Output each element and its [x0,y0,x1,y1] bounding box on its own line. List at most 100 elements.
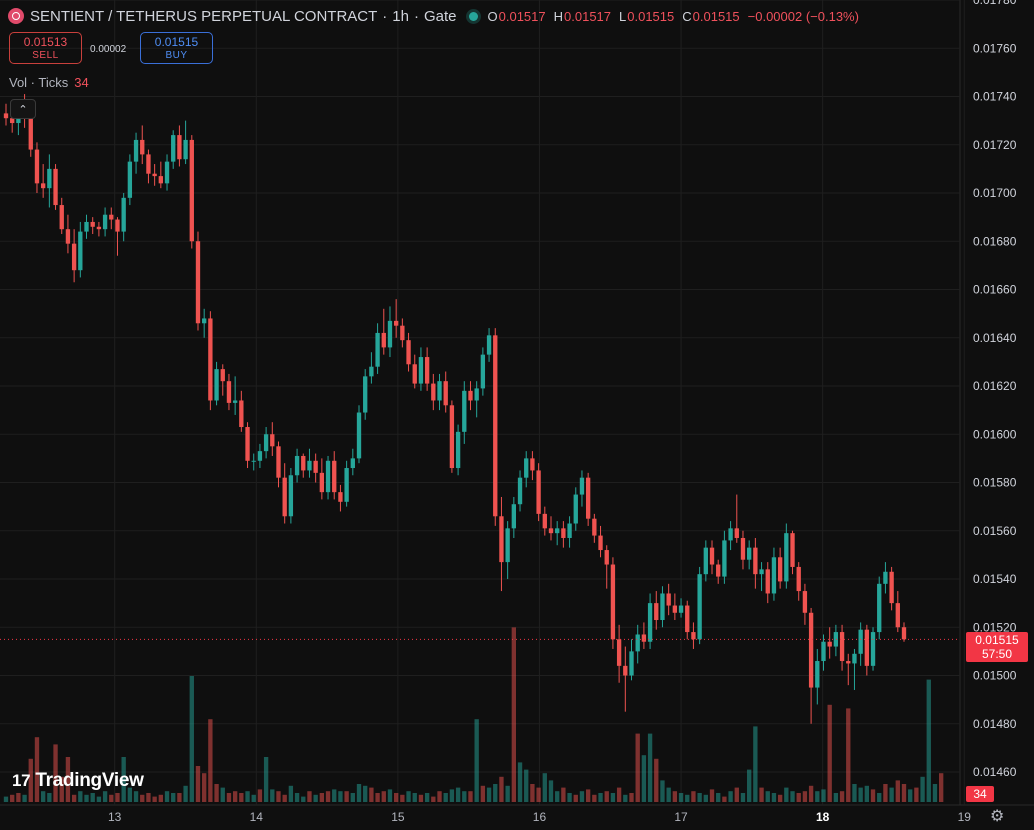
candle-body [567,523,572,538]
candle-body [96,226,102,230]
interval-label[interactable]: 1h [392,7,409,25]
volume-bar [437,791,442,802]
candle-body [858,629,863,654]
separator: · [382,7,388,25]
price-tick-label: 0.01580 [973,476,1017,490]
volume-bar [542,773,547,802]
volume-bar [709,789,715,802]
volume-bar [877,793,882,802]
candle-body [697,574,702,640]
candle-body [462,390,467,432]
symbol-name[interactable]: SENTIENT / TETHERUS PERPETUAL CONTRACT [30,7,378,25]
candle-body [610,564,616,640]
ohlc-low: L0.01515 [619,8,675,24]
candle-body [753,547,758,575]
candle-body [276,446,281,478]
volume-bar [604,791,609,802]
last-price-tag: 0.01515 57:50 [966,632,1028,662]
volume-bar [771,793,777,802]
time-axis[interactable]: 13 14 15 16 17 18 19 [108,810,971,824]
volume-bar [288,785,294,802]
candle-body [561,528,566,538]
volume-value-tag: 34 [966,786,994,802]
volume-bar [263,757,269,802]
volume-bar [870,789,876,802]
volume-bar [96,796,102,802]
candle-body [623,665,628,676]
volume-bar [493,784,498,802]
volume-indicator-legend[interactable]: Vol · Ticks 34 [9,75,89,90]
time-tick-label: 13 [108,810,122,824]
price-tick-label: 0.01520 [973,620,1017,634]
candle-body [232,400,238,403]
chevron-up-icon[interactable]: ⌃ [10,99,36,119]
candle-body [895,603,900,628]
candle-body [585,477,591,519]
price-tick-label: 0.01480 [973,717,1017,731]
volume-bar [164,791,170,802]
sell-button[interactable]: 0.01513 SELL [9,32,82,64]
volume-bar [815,791,820,802]
sell-price: 0.01513 [23,35,68,49]
volume-bar [400,794,405,802]
volume-bar [28,758,33,802]
candle-body [65,229,71,244]
price-tick-label: 0.01680 [973,234,1017,248]
volume-bar [852,784,857,802]
candle-body [647,603,653,642]
buy-button[interactable]: 0.01515 BUY [140,32,213,64]
volume-bar [486,787,492,802]
candle-body [381,332,386,348]
candle-body [78,231,83,271]
volume-bar [697,793,702,802]
gear-icon[interactable]: ⚙ [990,808,1005,825]
candle-body [505,528,510,563]
volume-bar [245,791,250,802]
volume-bar [808,785,814,802]
price-axis[interactable]: 0.01780 0.01760 0.01740 0.01720 0.01700 0.016… [973,0,1017,779]
volume-bar [257,789,263,802]
volume-bar [449,789,455,802]
price-tick-label: 0.01700 [973,186,1017,200]
candle-body [846,661,851,664]
candle-body [722,540,727,577]
volume-bar [920,776,925,802]
volume-bar [47,793,52,802]
volume-bar [140,794,145,802]
volume-bar [784,787,789,802]
volume-bar [443,793,448,802]
candle-body [202,318,207,324]
candle-body [716,564,721,577]
candle-body [771,557,777,594]
candle-body [10,118,15,124]
candle-body [604,550,609,565]
tradingview-mark-icon: 17 [12,771,31,790]
candle-body [431,383,436,401]
volume-bar [598,793,603,802]
volume-bar [839,791,845,802]
price-tick-label: 0.01560 [973,524,1017,538]
candle-body [852,653,857,664]
price-tick-label: 0.01780 [973,0,1017,7]
candle-body [3,113,9,119]
price-tick-label: 0.01740 [973,90,1017,104]
volume-bar [412,793,417,802]
volume-bar [468,791,473,802]
candle-body [455,431,461,469]
volume-bars [3,627,944,802]
volume-bar [431,796,436,802]
volume-bar [821,789,826,802]
volume-bar [765,791,770,802]
candle-body [777,557,783,582]
candle-body [158,176,163,184]
volume-bar [375,793,380,802]
tradingview-logo[interactable]: 17 TradingView [12,770,144,792]
volume-bar [691,791,696,802]
candle-body [59,205,64,230]
candle-body [226,381,232,403]
volume-bar [889,787,894,802]
candle-body [511,504,517,529]
candle-body [189,139,194,242]
volume-bar [146,793,151,802]
